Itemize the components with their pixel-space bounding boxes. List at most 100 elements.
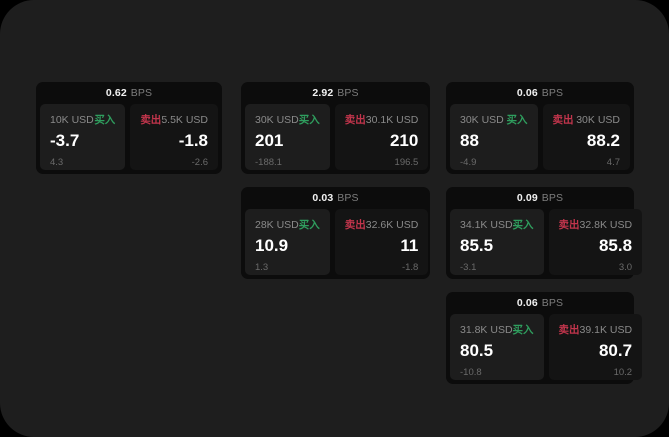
- sell-price: 88.2: [586, 131, 620, 150]
- buy-panel-header: 30K USD 买入: [255, 113, 320, 127]
- buy-panel[interactable]: 31.8K USD 买入 80.5 -10.8: [450, 314, 544, 380]
- buy-delta: 1.3: [255, 262, 269, 273]
- buy-panel-header: 34.1K USD 买入: [460, 218, 534, 232]
- buy-size-label: 10K USD: [50, 113, 94, 126]
- bps-value: 2.92: [312, 87, 334, 99]
- card-header: 0.09 BPS: [446, 187, 634, 209]
- sell-price: -1.8: [178, 131, 208, 150]
- sell-delta: 196.5: [394, 157, 419, 168]
- buy-size-label: 31.8K USD: [460, 323, 513, 336]
- sell-panel[interactable]: 卖出 32.6K USD 11 -1.8: [334, 209, 429, 275]
- buy-tag: 买入: [512, 324, 534, 336]
- sell-panel[interactable]: 卖出 30.1K USD 210 196.5: [334, 104, 429, 170]
- sell-delta: 4.7: [606, 157, 620, 168]
- sell-price: 210: [389, 131, 419, 150]
- card-header: 0.06 BPS: [446, 82, 634, 104]
- buy-delta: -10.8: [460, 367, 482, 378]
- sell-tag: 卖出: [344, 219, 366, 231]
- sell-panel[interactable]: 卖出 32.8K USD 85.8 3.0: [548, 209, 643, 275]
- bps-value: 0.06: [516, 87, 538, 99]
- card-body: 30K USD 买入 88 -4.9 卖出 30K USD 88.2 4.7: [450, 104, 630, 170]
- buy-panel-header: 31.8K USD 买入: [460, 323, 534, 337]
- sell-tag: 卖出: [552, 114, 574, 126]
- sell-size-label: 5.5K USD: [161, 113, 208, 126]
- buy-tag: 买入: [94, 114, 116, 126]
- bps-value: 0.09: [516, 192, 538, 204]
- buy-delta: -3.1: [460, 262, 477, 273]
- sell-panel-header: 卖出 5.5K USD: [140, 113, 208, 127]
- buy-panel[interactable]: 34.1K USD 买入 85.5 -3.1: [450, 209, 544, 275]
- sell-panel-header: 卖出 30K USD: [552, 113, 621, 127]
- sell-delta: 3.0: [618, 262, 633, 273]
- bps-unit: BPS: [130, 87, 153, 99]
- sell-panel-header: 卖出 32.8K USD: [558, 218, 633, 232]
- bps-unit: BPS: [541, 87, 564, 99]
- card-header: 0.06 BPS: [446, 292, 634, 314]
- sell-price: 80.7: [598, 341, 633, 360]
- sell-panel[interactable]: 卖出 39.1K USD 80.7 10.2: [548, 314, 643, 380]
- card-header: 0.62 BPS: [36, 82, 222, 104]
- spread-card[interactable]: 0.06 BPS 30K USD 买入 88 -4.9 卖出 30K USD: [446, 82, 634, 174]
- card-body: 10K USD 买入 -3.7 4.3 卖出 5.5K USD -1.8 -2.…: [40, 104, 218, 170]
- card-body: 28K USD 买入 10.9 1.3 卖出 32.6K USD 11 -1.8: [245, 209, 429, 275]
- spread-card[interactable]: 0.09 BPS 34.1K USD 买入 85.5 -3.1 卖出 32.8K…: [446, 187, 643, 279]
- sell-panel[interactable]: 卖出 30K USD 88.2 4.7: [542, 104, 630, 170]
- buy-panel-header: 28K USD 买入: [255, 218, 320, 232]
- sell-tag: 卖出: [558, 219, 580, 231]
- buy-tag: 买入: [298, 219, 320, 231]
- buy-size-label: 34.1K USD: [460, 218, 513, 231]
- spread-card[interactable]: 2.92 BPS 30K USD 买入 201 -188.1 卖出 30.1K …: [241, 82, 430, 174]
- sell-panel[interactable]: 卖出 5.5K USD -1.8 -2.6: [130, 104, 218, 170]
- buy-price: 80.5: [460, 341, 494, 360]
- card-header: 2.92 BPS: [241, 82, 430, 104]
- buy-price: 10.9: [255, 236, 289, 255]
- sell-tag: 卖出: [344, 114, 366, 126]
- bps-unit: BPS: [541, 297, 564, 309]
- sell-size-label: 32.8K USD: [579, 218, 633, 231]
- sell-delta: -2.6: [191, 157, 208, 168]
- sell-panel-header: 卖出 39.1K USD: [558, 323, 633, 337]
- buy-delta: 4.3: [50, 157, 64, 168]
- buy-price: 88: [460, 131, 479, 150]
- sell-tag: 卖出: [558, 324, 580, 336]
- bps-unit: BPS: [337, 87, 359, 99]
- buy-size-label: 30K USD: [255, 113, 299, 126]
- buy-panel[interactable]: 10K USD 买入 -3.7 4.3: [40, 104, 126, 170]
- buy-price: 201: [255, 131, 284, 150]
- card-body: 31.8K USD 买入 80.5 -10.8 卖出 39.1K USD 80.…: [450, 314, 643, 380]
- buy-panel[interactable]: 28K USD 买入 10.9 1.3: [245, 209, 330, 275]
- card-body: 34.1K USD 买入 85.5 -3.1 卖出 32.8K USD 85.8…: [450, 209, 643, 275]
- bps-unit: BPS: [337, 192, 359, 204]
- card-header: 0.03 BPS: [241, 187, 430, 209]
- buy-tag: 买入: [506, 114, 528, 126]
- sell-size-label: 39.1K USD: [579, 323, 633, 336]
- buy-panel-header: 10K USD 买入: [50, 113, 116, 127]
- bps-value: 0.06: [516, 297, 538, 309]
- bps-unit: BPS: [541, 192, 564, 204]
- sell-price: 11: [400, 236, 419, 255]
- buy-tag: 买入: [298, 114, 320, 126]
- buy-size-label: 30K USD: [460, 113, 504, 126]
- spread-card[interactable]: 0.03 BPS 28K USD 买入 10.9 1.3 卖出 32.6K US…: [241, 187, 430, 279]
- buy-size-label: 28K USD: [255, 218, 299, 231]
- sell-delta: -1.8: [401, 262, 419, 273]
- bps-value: 0.03: [312, 192, 334, 204]
- card-body: 30K USD 买入 201 -188.1 卖出 30.1K USD 210 1…: [245, 104, 429, 170]
- spread-card[interactable]: 0.06 BPS 31.8K USD 买入 80.5 -10.8 卖出 39.1…: [446, 292, 643, 384]
- sell-delta: 10.2: [613, 367, 633, 378]
- sell-size-label: 32.6K USD: [365, 218, 419, 231]
- sell-panel-header: 卖出 32.6K USD: [344, 218, 419, 232]
- sell-size-label: 30.1K USD: [365, 113, 419, 126]
- buy-panel[interactable]: 30K USD 买入 88 -4.9: [450, 104, 538, 170]
- buy-delta: -188.1: [255, 157, 282, 168]
- buy-panel[interactable]: 30K USD 买入 201 -188.1: [245, 104, 330, 170]
- buy-price: 85.5: [460, 236, 494, 255]
- bps-value: 0.62: [105, 87, 127, 99]
- sell-panel-header: 卖出 30.1K USD: [344, 113, 419, 127]
- buy-panel-header: 30K USD 买入: [460, 113, 528, 127]
- buy-price: -3.7: [50, 131, 80, 150]
- buy-tag: 买入: [512, 219, 534, 231]
- spread-card[interactable]: 0.62 BPS 10K USD 买入 -3.7 4.3 卖出 5.5K USD: [36, 82, 222, 174]
